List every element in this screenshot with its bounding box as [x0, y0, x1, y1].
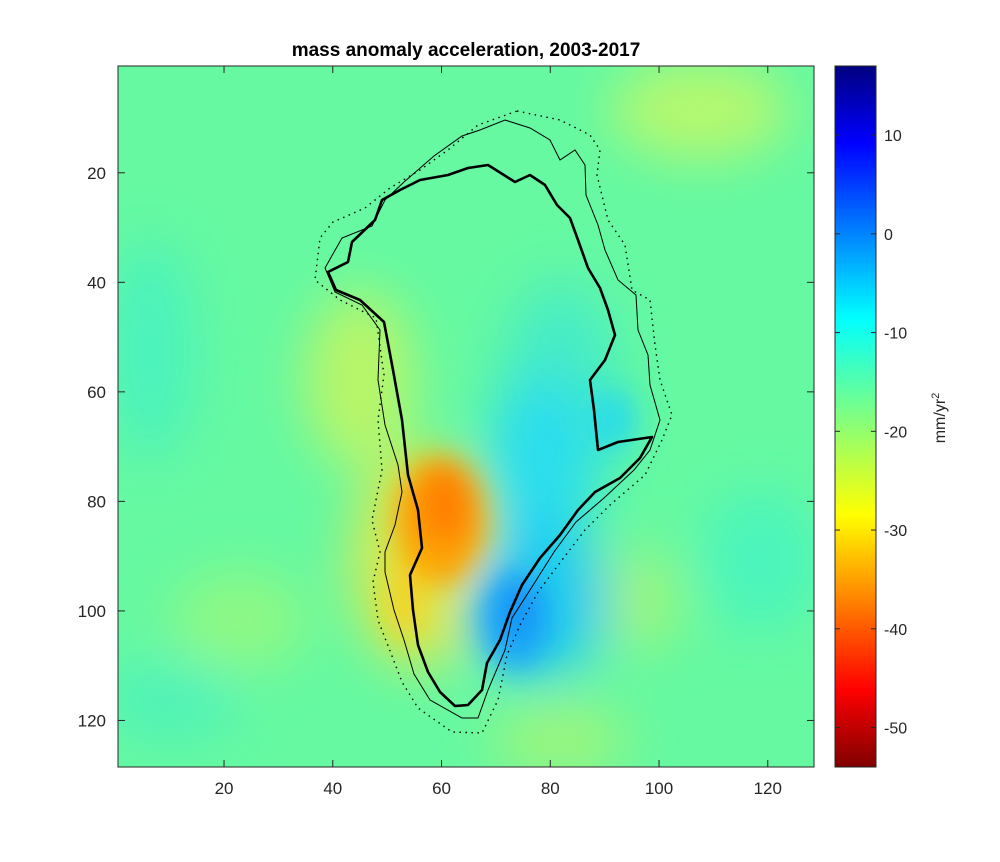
colorbar: 10 0 -10 -20 -30 -40 -50 mm/yr2	[834, 65, 949, 768]
y-tick-label: 120	[78, 711, 106, 730]
buffer-contour-outline	[324, 119, 661, 719]
colorbar-tick-label: -20	[884, 424, 907, 441]
colorbar-tick-label: -10	[884, 326, 907, 343]
colorbar-tick-label: -50	[884, 721, 907, 738]
outer-buffer-outline	[314, 110, 673, 734]
coastline-outline	[326, 163, 654, 708]
colorbar-unit-sup: 2	[930, 393, 942, 399]
x-axis-ticks: 20 40 60 80 100 120	[215, 66, 782, 798]
colorbar-ticks: 10 0 -10 -20 -30 -40 -50	[835, 128, 907, 738]
colorbar-tick-label: 0	[884, 227, 893, 244]
colorbar-tick-label: -40	[884, 622, 907, 639]
colorbar-frame	[834, 65, 877, 768]
colorbar-gradient	[835, 66, 876, 767]
colorbar-unit-main: mm/yr	[932, 398, 949, 443]
colorbar-unit-label: mm/yr2	[930, 393, 949, 444]
x-tick-label: 120	[754, 779, 782, 798]
x-tick-label: 20	[215, 779, 234, 798]
y-tick-label: 60	[87, 383, 106, 402]
heatmap-anomalies	[118, 66, 814, 767]
x-tick-label: 100	[645, 779, 673, 798]
y-tick-label: 20	[87, 164, 106, 183]
chart-title: mass anomaly acceleration, 2003-2017	[292, 40, 641, 61]
heatmap-field	[118, 66, 814, 767]
x-tick-label: 40	[323, 779, 342, 798]
y-axis-ticks: 20 40 60 80 100 120	[78, 164, 814, 730]
colorbar-tick-label: 10	[884, 128, 902, 145]
heatmap-anomalies-core	[385, 390, 637, 670]
y-tick-label: 100	[78, 602, 106, 621]
colorbar-tick-label: -30	[884, 523, 907, 540]
x-tick-label: 60	[432, 779, 451, 798]
x-tick-label: 80	[541, 779, 560, 798]
y-tick-label: 80	[87, 492, 106, 511]
plot-frame	[117, 65, 815, 768]
y-tick-label: 40	[87, 273, 106, 292]
